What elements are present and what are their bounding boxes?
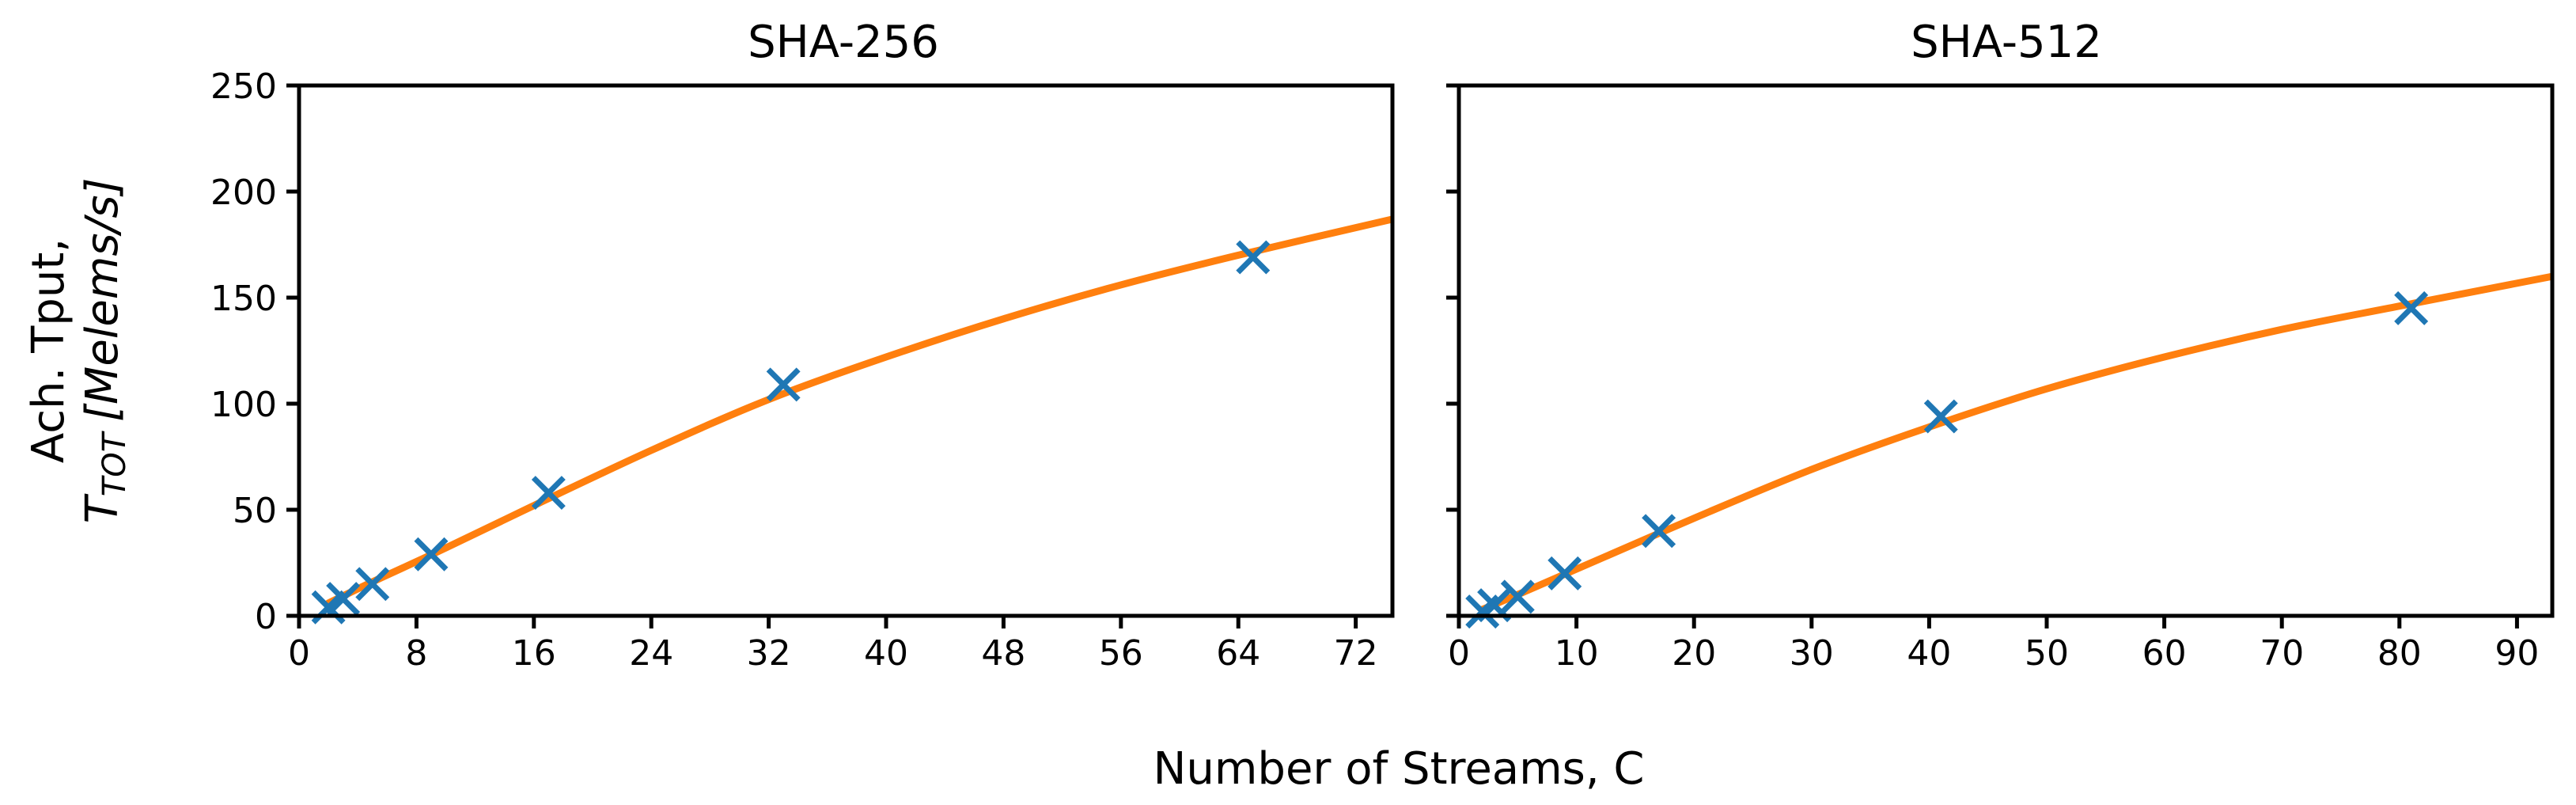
y-axis-label-line2: TTOT [Melems/s] (77, 178, 133, 524)
y-axis-label: Ach. Tput, TTOT [Melems/s] (23, 178, 133, 524)
x-tick-label: 40 (1907, 633, 1951, 674)
data-point (1642, 514, 1676, 549)
x-tick-label: 0 (288, 633, 310, 674)
panel-sha-256: SHA-256 0 8 16 24 32 40 48 56 64 72 0 50 100 150 200 25… (210, 17, 1395, 674)
y-tick-label: 0 (255, 597, 277, 637)
x-tick-label: 90 (2495, 633, 2539, 674)
panel-sha-256-ticks: 0 8 16 24 32 40 48 56 64 72 0 50 100 150 200 250 (210, 66, 1378, 674)
y-axis-label-line1: Ach. Tput, (23, 238, 74, 463)
x-tick-label: 48 (981, 633, 1025, 674)
x-tick-label: 64 (1216, 633, 1260, 674)
panel-sha-512-marks (1465, 272, 2552, 629)
x-tick-label: 56 (1099, 633, 1143, 674)
x-axis-label: Number of Streams, C (1153, 743, 1644, 795)
x-tick-label: 70 (2260, 633, 2304, 674)
data-point (531, 476, 566, 511)
data-point (766, 367, 801, 402)
data-point (1547, 556, 1582, 590)
data-point (1923, 399, 1958, 434)
x-tick-label: 50 (2025, 633, 2069, 674)
x-tick-label: 20 (1672, 633, 1716, 674)
y-axis-label-unit: [Melems/s] (77, 178, 128, 422)
x-tick-label: 16 (512, 633, 556, 674)
x-tick-label: 72 (1334, 633, 1378, 674)
y-tick-label: 250 (210, 66, 277, 107)
data-point (2394, 290, 2429, 325)
x-tick-label: 0 (1448, 633, 1470, 674)
data-point (1500, 579, 1535, 614)
data-point (326, 582, 361, 617)
x-tick-label: 24 (629, 633, 673, 674)
x-tick-label: 80 (2377, 633, 2422, 674)
x-tick-label: 60 (2142, 633, 2187, 674)
panel-sha-512-frame (1457, 83, 2555, 618)
panel-title-sha-256: SHA-256 (748, 17, 939, 68)
y-tick-label: 100 (210, 385, 277, 425)
y-tick-label: 150 (210, 279, 277, 319)
x-tick-label: 8 (405, 633, 427, 674)
fit-line-sha-256 (324, 215, 1392, 607)
panel-title-sha-512: SHA-512 (1911, 17, 2102, 68)
data-point (355, 567, 390, 602)
x-tick-label: 30 (1790, 633, 1834, 674)
panel-sha-256-frame (297, 83, 1395, 618)
panel-sha-512: SHA-512 0 10 20 30 40 50 60 70 80 90 (1446, 17, 2555, 674)
y-tick-label: 50 (233, 491, 277, 531)
y-axis-label-symbol: T (77, 493, 128, 523)
panel-sha-512-ticks: 0 10 20 30 40 50 60 70 80 90 (1446, 83, 2539, 674)
y-axis-label-subscript: TOT (97, 430, 133, 496)
data-point (414, 537, 449, 571)
panel-sha-256-marks (311, 215, 1392, 625)
x-tick-label: 40 (864, 633, 908, 674)
x-tick-label: 10 (1555, 633, 1599, 674)
x-tick-label: 32 (747, 633, 791, 674)
fit-line-sha-512 (1479, 272, 2552, 613)
data-point (1236, 240, 1271, 275)
y-tick-label: 200 (210, 173, 277, 213)
